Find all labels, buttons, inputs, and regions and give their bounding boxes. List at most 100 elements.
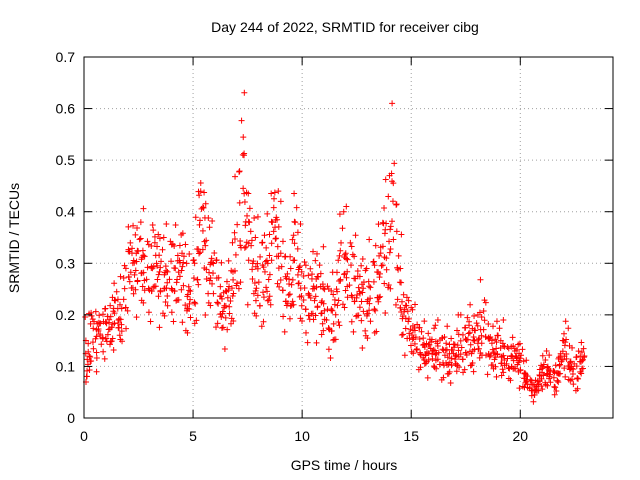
data-point bbox=[342, 250, 349, 257]
data-point bbox=[84, 367, 91, 374]
data-point bbox=[222, 314, 229, 321]
data-point bbox=[573, 354, 580, 361]
data-point bbox=[182, 241, 189, 248]
data-point bbox=[116, 332, 123, 339]
data-point bbox=[351, 298, 358, 305]
data-point bbox=[217, 283, 224, 290]
data-point bbox=[563, 336, 570, 343]
data-point bbox=[562, 373, 569, 380]
data-point bbox=[542, 357, 549, 364]
data-point bbox=[248, 237, 255, 244]
data-point bbox=[379, 219, 386, 226]
data-point bbox=[299, 318, 306, 325]
data-point bbox=[249, 266, 256, 273]
data-point bbox=[303, 329, 310, 336]
data-point bbox=[355, 284, 362, 291]
data-point bbox=[434, 342, 441, 349]
data-point bbox=[509, 334, 516, 341]
data-point bbox=[323, 316, 330, 323]
data-point bbox=[232, 251, 239, 258]
data-point bbox=[125, 248, 132, 255]
data-point bbox=[283, 275, 290, 282]
data-point bbox=[500, 316, 507, 323]
data-point bbox=[184, 293, 191, 300]
data-point bbox=[251, 310, 258, 317]
data-point bbox=[488, 337, 495, 344]
data-point bbox=[120, 274, 127, 281]
data-point bbox=[312, 293, 319, 300]
x-tick-label: 5 bbox=[189, 428, 197, 444]
data-point bbox=[343, 274, 350, 281]
data-point bbox=[417, 349, 424, 356]
data-point bbox=[336, 322, 343, 329]
data-point bbox=[268, 218, 275, 225]
data-point bbox=[255, 279, 262, 286]
data-point bbox=[390, 236, 397, 243]
data-point bbox=[87, 354, 94, 361]
data-point bbox=[259, 239, 265, 246]
data-point bbox=[155, 271, 162, 278]
data-point bbox=[372, 307, 379, 314]
data-point bbox=[416, 335, 423, 342]
data-point bbox=[550, 374, 557, 381]
data-point bbox=[373, 328, 380, 335]
data-point bbox=[187, 288, 194, 295]
data-point bbox=[386, 249, 393, 256]
data-point bbox=[225, 257, 232, 264]
data-point bbox=[241, 244, 248, 251]
data-point bbox=[405, 297, 412, 304]
data-point bbox=[179, 250, 186, 257]
data-point bbox=[493, 345, 500, 352]
data-point bbox=[504, 355, 511, 362]
data-point bbox=[428, 339, 435, 346]
data-point bbox=[109, 335, 116, 342]
data-point bbox=[573, 363, 580, 370]
data-point bbox=[428, 336, 435, 343]
data-point bbox=[475, 345, 482, 352]
data-point bbox=[464, 336, 471, 343]
data-point bbox=[104, 331, 111, 338]
data-point bbox=[164, 293, 171, 300]
data-point bbox=[296, 263, 303, 270]
data-point bbox=[280, 313, 287, 320]
data-point bbox=[513, 346, 520, 353]
data-point bbox=[179, 230, 186, 237]
data-point bbox=[550, 367, 557, 374]
data-point bbox=[339, 301, 346, 308]
data-point bbox=[244, 212, 251, 219]
data-point bbox=[132, 267, 139, 274]
data-point bbox=[133, 314, 140, 321]
data-point bbox=[195, 281, 202, 288]
data-point bbox=[309, 271, 316, 278]
data-point bbox=[407, 326, 414, 333]
data-point bbox=[183, 260, 190, 267]
data-point bbox=[230, 276, 237, 283]
data-point bbox=[578, 370, 585, 377]
data-point bbox=[163, 221, 170, 228]
data-point bbox=[308, 310, 315, 317]
data-point bbox=[320, 243, 327, 250]
data-point bbox=[324, 283, 331, 290]
data-point bbox=[89, 316, 96, 323]
data-point bbox=[464, 314, 471, 321]
data-point bbox=[212, 324, 219, 331]
data-point bbox=[205, 290, 212, 297]
data-point bbox=[275, 265, 282, 272]
data-point bbox=[377, 293, 384, 300]
data-point bbox=[155, 231, 162, 238]
data-point bbox=[448, 335, 455, 342]
data-point bbox=[215, 274, 222, 281]
data-point bbox=[210, 270, 217, 277]
data-point bbox=[529, 381, 536, 388]
data-point bbox=[398, 231, 405, 238]
data-point bbox=[171, 265, 178, 271]
data-point bbox=[337, 276, 344, 283]
data-point bbox=[510, 365, 517, 372]
data-point bbox=[174, 252, 181, 259]
data-point bbox=[551, 391, 558, 398]
data-point bbox=[556, 354, 563, 361]
data-point bbox=[87, 320, 94, 327]
data-point bbox=[302, 262, 309, 269]
data-point bbox=[457, 337, 464, 344]
data-point bbox=[118, 328, 125, 335]
